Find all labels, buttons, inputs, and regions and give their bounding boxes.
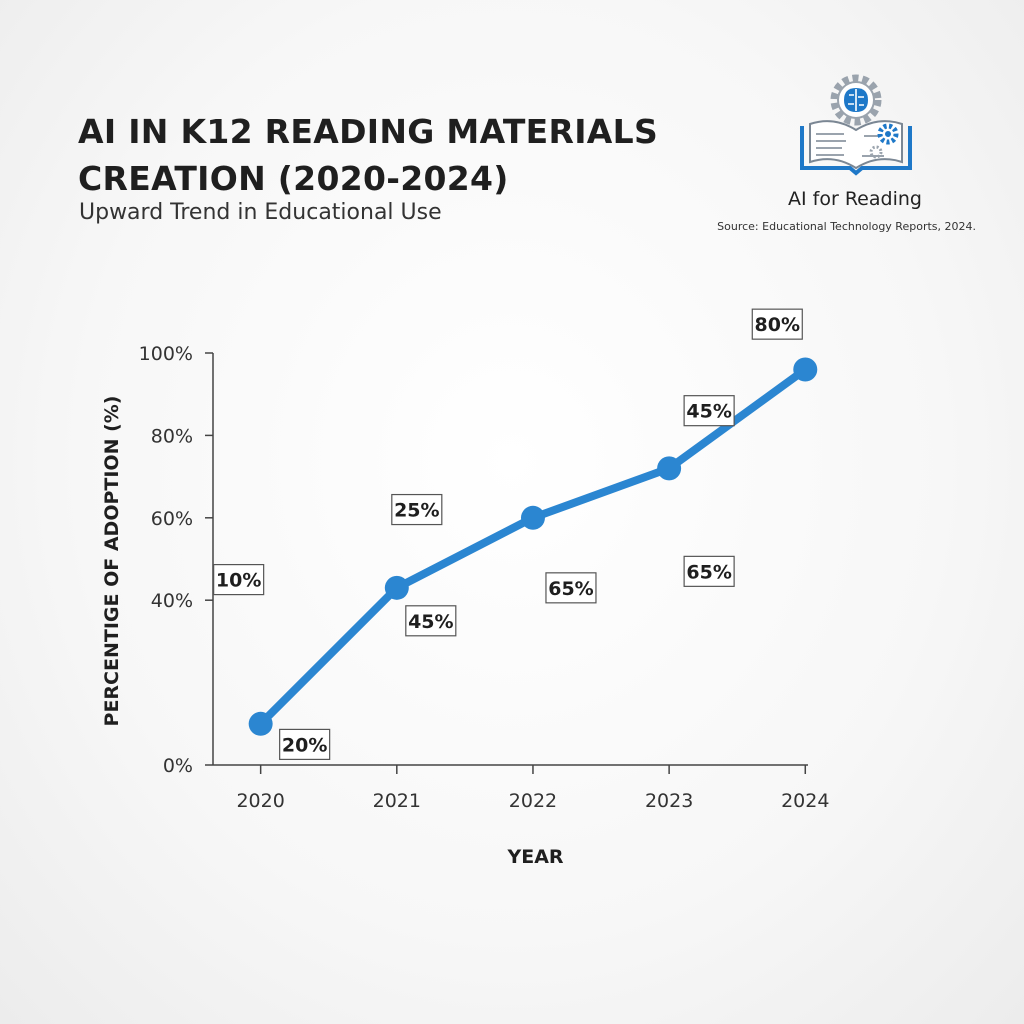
x-tick-label: 2022	[509, 790, 557, 812]
data-label: 80%	[755, 314, 800, 336]
data-label: 20%	[282, 734, 327, 756]
data-point	[657, 456, 682, 481]
y-tick-label: 0%	[163, 755, 193, 777]
data-point	[520, 505, 545, 530]
data-label: 10%	[216, 570, 261, 592]
y-tick-label: 80%	[151, 425, 193, 447]
data-label: 45%	[408, 611, 453, 633]
x-tick-label: 2024	[781, 790, 829, 812]
book-brain-gear-icon	[800, 74, 912, 176]
chart-title: AI IN K12 READING MATERIALS CREATION (20…	[78, 112, 659, 198]
data-label: 65%	[548, 578, 593, 600]
data-label-box	[751, 308, 803, 340]
x-tick-label: 2023	[645, 790, 693, 812]
data-label-box	[391, 493, 443, 526]
data-label-box	[405, 605, 457, 637]
x-tick-label: 2021	[373, 790, 421, 812]
chart-subtitle: Upward Trend in Educational Use	[79, 200, 442, 225]
x-axis-title: YEAR	[506, 846, 563, 868]
data-label-box	[683, 395, 735, 427]
data-labels: 10% 20% 25% 45% 65% 65% 45% 80%	[213, 308, 803, 761]
data-label: 45%	[686, 401, 731, 423]
data-label: 65%	[686, 561, 731, 583]
chart-axes: 0% 40% 60% 80% 100% 2020 2021 2022 2023 2024 YEAR P…	[101, 343, 829, 868]
data-label-box	[213, 563, 265, 596]
data-point	[384, 575, 409, 600]
y-tick-label: 40%	[151, 590, 193, 612]
data-label: 25%	[394, 500, 439, 522]
y-tick-label: 60%	[151, 508, 193, 530]
y-tick-label: 100%	[139, 343, 193, 365]
chart-series	[248, 357, 818, 736]
brand-label: AI for Reading	[788, 188, 922, 210]
x-tick-label: 2020	[236, 790, 284, 812]
data-point	[793, 357, 818, 382]
y-axis-title: PERCENTIGE OF ADOPTION (%)	[101, 396, 123, 727]
data-label-box	[279, 728, 331, 761]
source-note: Source: Educational Technology Reports, …	[717, 220, 976, 233]
data-point	[248, 711, 273, 736]
data-label-box	[545, 572, 597, 604]
data-label-box	[683, 555, 735, 587]
